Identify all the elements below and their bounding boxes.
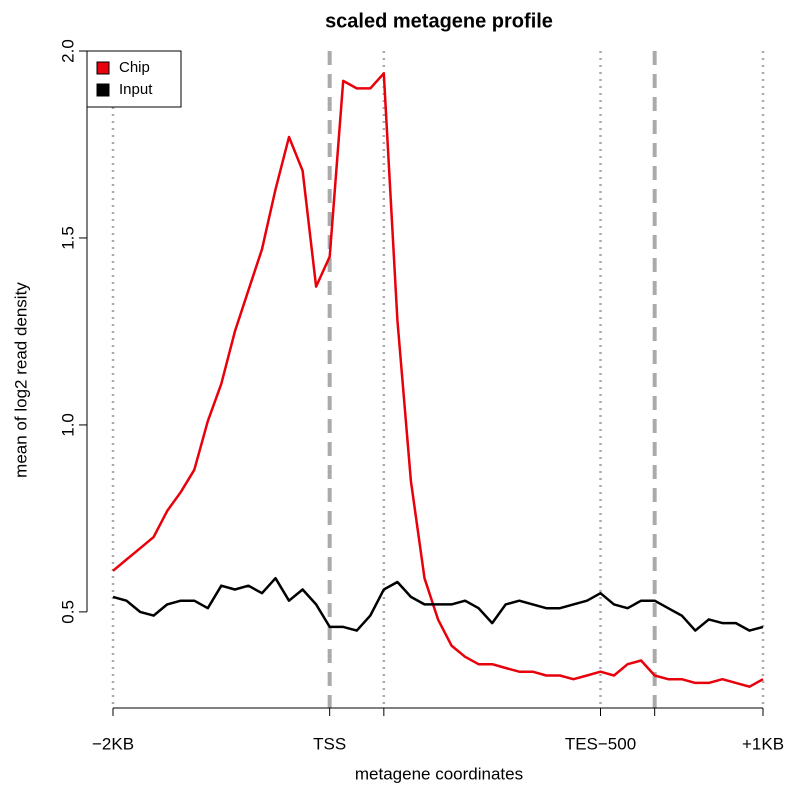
y-tick-label: 2.0: [58, 39, 77, 63]
y-tick-label: 1.5: [58, 226, 77, 250]
legend-swatch: [96, 83, 110, 97]
y-tick-label: 0.5: [58, 600, 77, 624]
x-tick-label: −2KB: [92, 734, 134, 753]
x-tick-label: +1KB: [742, 734, 784, 753]
x-tick-label: TES−500: [565, 734, 636, 753]
legend-label: Input: [119, 81, 153, 98]
y-axis-label: mean of log2 read density: [11, 282, 30, 478]
data-line: [112, 72, 764, 688]
x-axis-label: metagene coordinates: [355, 764, 523, 783]
legend-swatch: [96, 61, 110, 75]
x-tick-label: TSS: [313, 734, 346, 753]
y-tick-label: 1.0: [58, 413, 77, 437]
data-line: [112, 576, 764, 632]
legend-label: Chip: [119, 59, 150, 76]
chart-title: scaled metagene profile: [325, 10, 553, 32]
legend-box: [86, 50, 182, 108]
